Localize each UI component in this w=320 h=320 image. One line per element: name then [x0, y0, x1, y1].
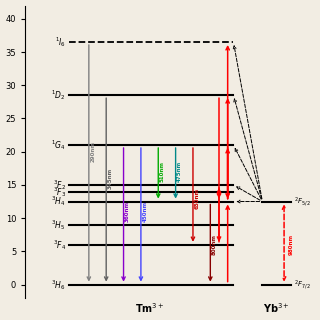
Text: $^1I_6$: $^1I_6$	[55, 35, 66, 49]
Text: $^3H_6$: $^3H_6$	[51, 278, 66, 292]
Text: $^3F_2$: $^3F_2$	[53, 178, 66, 192]
Text: $^3H_5$: $^3H_5$	[51, 218, 66, 232]
Text: 510nm: 510nm	[160, 161, 165, 182]
Text: 650nm: 650nm	[195, 188, 199, 209]
Text: $^3H_4$: $^3H_4$	[51, 195, 66, 208]
Text: 980nm: 980nm	[288, 234, 293, 255]
Text: 360nm: 360nm	[125, 201, 130, 222]
Text: 290nm: 290nm	[90, 141, 95, 162]
Text: $^1G_4$: $^1G_4$	[51, 138, 66, 152]
Text: 345nm: 345nm	[108, 168, 113, 189]
Text: Tm$^{3+}$: Tm$^{3+}$	[135, 301, 164, 315]
Text: $^2F_{5/2}$: $^2F_{5/2}$	[294, 195, 311, 208]
Text: $^3F_3$: $^3F_3$	[52, 185, 66, 198]
Text: Yb$^{3+}$: Yb$^{3+}$	[263, 301, 290, 315]
Text: 450nm: 450nm	[142, 201, 147, 222]
Text: 475nm: 475nm	[177, 161, 182, 182]
Text: 800nm: 800nm	[212, 234, 217, 255]
Text: $^2F_{7/2}$: $^2F_{7/2}$	[294, 278, 311, 291]
Text: $^1D_2$: $^1D_2$	[51, 88, 66, 102]
Text: $^3F_4$: $^3F_4$	[52, 238, 66, 252]
